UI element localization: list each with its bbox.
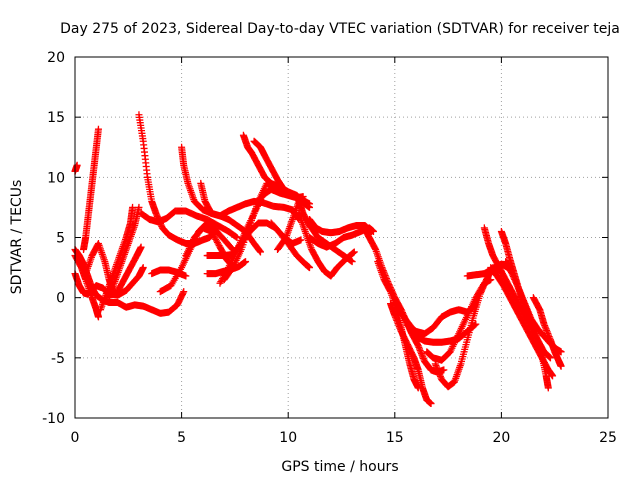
data-point bbox=[369, 227, 377, 235]
x-tick-label: 10 bbox=[279, 430, 297, 446]
y-tick-label: 20 bbox=[47, 50, 65, 66]
data-point bbox=[129, 203, 137, 211]
x-tick-label: 20 bbox=[492, 430, 510, 446]
series-arc-5 bbox=[80, 125, 102, 254]
data-points bbox=[71, 111, 565, 408]
data-point bbox=[281, 235, 289, 243]
y-tick-label: 0 bbox=[56, 291, 65, 307]
series-arc-1 bbox=[71, 161, 81, 175]
series-arc-39 bbox=[502, 258, 565, 356]
series-arc-40 bbox=[529, 294, 565, 370]
data-point bbox=[472, 320, 480, 328]
y-tick-label: 10 bbox=[47, 170, 65, 186]
y-tick-label: 15 bbox=[47, 110, 65, 126]
x-tick-label: 0 bbox=[71, 430, 80, 446]
data-point bbox=[546, 354, 554, 362]
data-point bbox=[137, 243, 145, 251]
data-point bbox=[557, 348, 565, 356]
data-point bbox=[306, 200, 314, 208]
data-point bbox=[135, 203, 143, 211]
data-point bbox=[94, 125, 102, 133]
data-point bbox=[94, 313, 102, 321]
y-tick-label: -10 bbox=[42, 411, 65, 427]
y-tick-label: -5 bbox=[51, 351, 65, 367]
series-arc-20 bbox=[220, 179, 314, 284]
series-arc-28 bbox=[359, 221, 448, 376]
chart-title: Day 275 of 2023, Sidereal Day-to-day VTE… bbox=[60, 21, 620, 37]
data-point bbox=[350, 248, 358, 256]
data-point bbox=[256, 248, 264, 256]
series-arc-22 bbox=[250, 137, 314, 208]
series-arc-31 bbox=[395, 306, 480, 346]
plot-frame bbox=[74, 56, 609, 419]
data-point bbox=[180, 288, 188, 296]
data-point bbox=[427, 400, 435, 408]
x-tick-label: 5 bbox=[177, 430, 186, 446]
series-arc-4 bbox=[71, 246, 188, 317]
series-arc-11 bbox=[137, 207, 241, 241]
data-point bbox=[306, 264, 314, 272]
data-point bbox=[544, 384, 552, 392]
series-arc-25 bbox=[295, 209, 358, 280]
data-point bbox=[182, 272, 190, 280]
data-point bbox=[440, 366, 448, 374]
x-tick-label: 25 bbox=[599, 430, 617, 446]
series-arc-8 bbox=[105, 203, 143, 302]
data-point bbox=[139, 264, 147, 272]
data-point bbox=[297, 236, 305, 244]
x-axis-label: GPS time / hours bbox=[281, 459, 398, 475]
data-point bbox=[557, 362, 565, 370]
data-point bbox=[549, 372, 557, 380]
x-tick-label: 15 bbox=[386, 430, 404, 446]
data-point bbox=[233, 234, 241, 241]
y-tick-label: 5 bbox=[56, 231, 65, 247]
series-arc-12 bbox=[148, 266, 190, 280]
series-arc-30 bbox=[387, 300, 435, 408]
y-axis-label: SDTVAR / TECUs bbox=[9, 180, 25, 295]
series-arc-34 bbox=[431, 264, 505, 391]
data-point bbox=[349, 249, 357, 257]
series-arc-9 bbox=[114, 243, 145, 296]
axes: 0 5 10 15 20 25 -10 -5 0 5 10 15 20 bbox=[42, 50, 617, 446]
data-point bbox=[348, 258, 356, 266]
data-point bbox=[242, 258, 250, 266]
